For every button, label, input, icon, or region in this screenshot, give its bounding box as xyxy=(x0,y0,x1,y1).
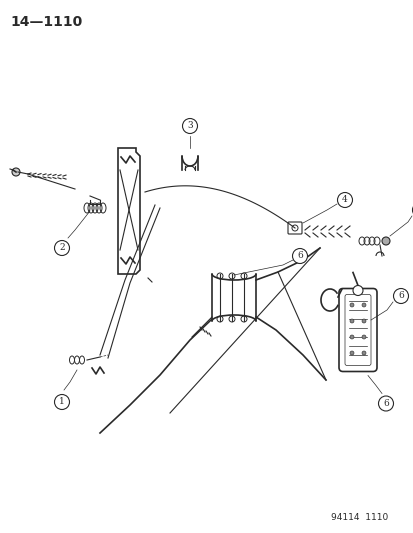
Text: 1: 1 xyxy=(59,398,65,407)
Circle shape xyxy=(182,118,197,133)
Text: 6: 6 xyxy=(297,252,302,261)
Text: 3: 3 xyxy=(187,122,192,131)
Circle shape xyxy=(349,335,353,339)
Circle shape xyxy=(361,303,365,307)
Circle shape xyxy=(411,203,413,217)
Circle shape xyxy=(292,248,307,263)
Circle shape xyxy=(55,240,69,255)
Circle shape xyxy=(361,319,365,323)
Circle shape xyxy=(361,351,365,355)
Text: 6: 6 xyxy=(382,399,388,408)
Circle shape xyxy=(361,335,365,339)
Circle shape xyxy=(55,394,69,409)
Text: 4: 4 xyxy=(341,196,347,205)
Circle shape xyxy=(349,303,353,307)
Circle shape xyxy=(12,168,20,176)
Circle shape xyxy=(349,319,353,323)
Circle shape xyxy=(349,351,353,355)
Text: 14—1110: 14—1110 xyxy=(10,15,82,29)
Circle shape xyxy=(337,192,351,207)
Circle shape xyxy=(381,237,389,245)
Circle shape xyxy=(291,225,297,231)
Text: 2: 2 xyxy=(59,244,65,253)
Circle shape xyxy=(392,288,408,303)
Text: 94114  1110: 94114 1110 xyxy=(330,513,388,522)
Text: 6: 6 xyxy=(397,292,403,301)
Circle shape xyxy=(352,286,362,295)
Circle shape xyxy=(377,396,392,411)
